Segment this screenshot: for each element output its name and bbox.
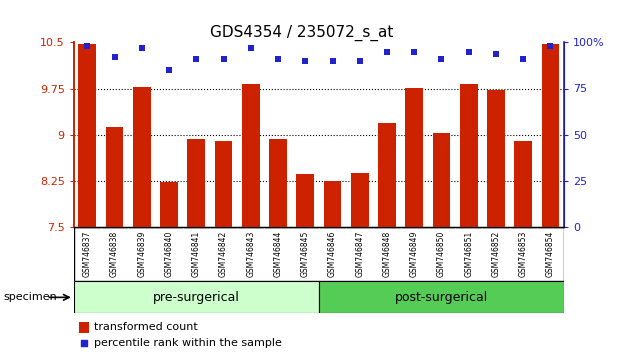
Text: GSM746838: GSM746838 xyxy=(110,231,119,277)
Bar xyxy=(242,84,260,227)
Text: transformed count: transformed count xyxy=(94,322,198,332)
Point xyxy=(328,58,338,64)
Bar xyxy=(79,322,89,333)
Text: GSM746851: GSM746851 xyxy=(464,231,473,277)
Bar xyxy=(433,133,451,227)
Text: GSM746842: GSM746842 xyxy=(219,231,228,277)
Bar xyxy=(74,281,319,313)
Text: GSM746840: GSM746840 xyxy=(165,231,174,277)
Bar xyxy=(269,139,287,227)
Point xyxy=(300,58,310,64)
Point xyxy=(191,56,201,62)
Bar xyxy=(351,172,369,227)
Bar xyxy=(187,139,205,227)
Point xyxy=(110,55,120,60)
Point xyxy=(246,45,256,51)
Point xyxy=(382,49,392,55)
Bar xyxy=(405,88,423,227)
Point xyxy=(545,43,556,49)
Text: GSM746837: GSM746837 xyxy=(83,231,92,277)
Text: GSM746848: GSM746848 xyxy=(383,231,392,277)
Text: percentile rank within the sample: percentile rank within the sample xyxy=(94,338,282,348)
Point xyxy=(491,51,501,56)
Text: GSM746839: GSM746839 xyxy=(137,231,146,277)
Bar xyxy=(460,84,478,227)
Bar xyxy=(296,175,314,227)
Bar xyxy=(319,281,564,313)
Text: GSM746854: GSM746854 xyxy=(546,231,555,277)
Point xyxy=(273,56,283,62)
Text: pre-surgerical: pre-surgerical xyxy=(153,291,240,304)
Text: GSM746846: GSM746846 xyxy=(328,231,337,277)
Text: specimen: specimen xyxy=(3,292,57,302)
Text: GSM746845: GSM746845 xyxy=(301,231,310,277)
Point xyxy=(219,56,229,62)
Text: GSM746844: GSM746844 xyxy=(274,231,283,277)
Bar xyxy=(78,44,96,227)
Bar xyxy=(133,87,151,227)
Text: GSM746849: GSM746849 xyxy=(410,231,419,277)
Bar xyxy=(542,44,560,227)
Point xyxy=(164,67,174,73)
Text: GSM746850: GSM746850 xyxy=(437,231,446,277)
Bar xyxy=(514,141,532,227)
Bar xyxy=(324,181,342,227)
Text: GSM746841: GSM746841 xyxy=(192,231,201,277)
Point xyxy=(409,49,419,55)
Bar xyxy=(106,127,124,227)
Point xyxy=(137,45,147,51)
Bar xyxy=(160,182,178,227)
Text: GSM746847: GSM746847 xyxy=(355,231,364,277)
Point xyxy=(354,58,365,64)
Text: GSM746853: GSM746853 xyxy=(519,231,528,277)
Point xyxy=(518,56,528,62)
Point xyxy=(463,49,474,55)
Point xyxy=(82,43,92,49)
Bar xyxy=(215,141,233,227)
Bar xyxy=(378,124,396,227)
Text: GDS4354 / 235072_s_at: GDS4354 / 235072_s_at xyxy=(210,25,393,41)
Text: GSM746852: GSM746852 xyxy=(492,231,501,277)
Point xyxy=(79,341,89,346)
Text: post-surgerical: post-surgerical xyxy=(395,291,488,304)
Point xyxy=(437,56,447,62)
Text: GSM746843: GSM746843 xyxy=(246,231,255,277)
Bar xyxy=(487,90,505,227)
